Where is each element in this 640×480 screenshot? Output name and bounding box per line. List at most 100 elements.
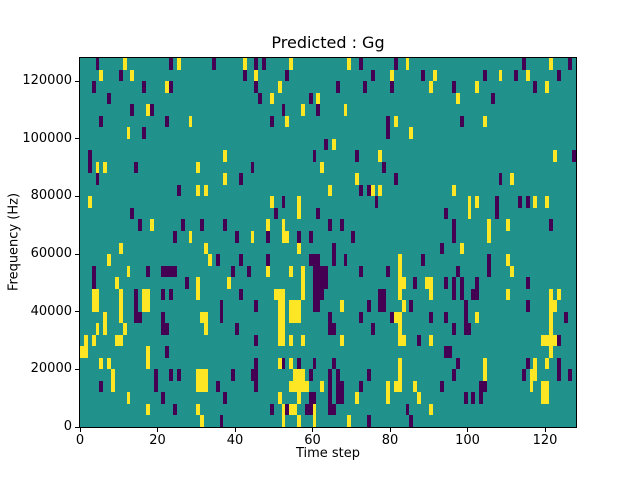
heatmap-cell <box>548 323 553 335</box>
heatmap-cell <box>452 219 456 231</box>
heatmap-cell <box>444 207 449 220</box>
heatmap-cell <box>444 346 449 358</box>
heatmap-cell <box>83 346 88 358</box>
heatmap-cell <box>529 369 534 381</box>
heatmap-cell <box>134 311 139 324</box>
heatmap-cell <box>541 392 545 404</box>
heatmap-cell <box>204 380 208 393</box>
heatmap-cell <box>335 369 340 381</box>
heatmap-cell <box>297 196 301 208</box>
heatmap-cell <box>308 403 313 416</box>
heatmap-cell <box>401 334 406 347</box>
heatmap-cell <box>91 334 96 347</box>
heatmap-cell <box>246 265 251 278</box>
heatmap-cell <box>556 369 561 381</box>
heatmap-cell <box>328 392 332 404</box>
heatmap-cell <box>545 334 549 347</box>
heatmap-cell <box>397 323 402 335</box>
y-tick-label: 60000 <box>30 246 72 262</box>
heatmap-cell <box>300 104 305 116</box>
heatmap-cell <box>397 369 402 381</box>
heatmap-cell <box>149 219 154 231</box>
heatmap-cell <box>548 346 553 358</box>
heatmap-cell <box>548 300 553 312</box>
heatmap-cell <box>277 392 282 404</box>
heatmap-cell <box>161 323 166 335</box>
heatmap-cell <box>312 150 317 162</box>
heatmap-cell <box>355 173 359 185</box>
heatmap-cell <box>118 69 123 82</box>
heatmap-cell <box>359 58 363 70</box>
heatmap-cell <box>521 369 526 381</box>
heatmap-cell <box>428 334 433 347</box>
heatmap-cell <box>510 173 514 185</box>
heatmap-cell <box>118 242 123 255</box>
heatmap-cell <box>475 196 480 208</box>
heatmap-cell <box>452 277 456 289</box>
heatmap-cell <box>525 196 530 208</box>
heatmap-cell <box>545 380 549 393</box>
heatmap-cell <box>142 81 146 93</box>
heatmap-cell <box>475 277 480 289</box>
heatmap-cell <box>196 380 201 393</box>
heatmap-cell <box>386 380 390 393</box>
heatmap-cell <box>281 415 286 427</box>
heatmap-cell <box>390 81 394 93</box>
y-tick-mark <box>75 80 79 82</box>
heatmap-cell <box>452 184 456 197</box>
heatmap-cell <box>324 277 328 289</box>
x-tick-label: 60 <box>304 433 321 448</box>
heatmap-cell <box>386 265 390 278</box>
heatmap-cell <box>250 369 255 381</box>
heatmap-cell <box>289 357 294 370</box>
heatmap-cell <box>320 277 325 289</box>
heatmap-cell <box>235 323 239 335</box>
heatmap-cell <box>269 403 274 416</box>
heatmap-cell <box>475 311 480 324</box>
heatmap-cell <box>475 81 480 93</box>
heatmap-cell <box>95 300 100 312</box>
heatmap-cell <box>254 300 259 312</box>
heatmap-cell <box>304 380 309 393</box>
heatmap-cell <box>138 219 142 231</box>
heatmap-cell <box>300 265 305 278</box>
heatmap-cell <box>428 403 433 416</box>
heatmap-cell <box>316 300 321 312</box>
heatmap-cell <box>91 277 96 289</box>
heatmap-cell <box>556 334 561 347</box>
heatmap-cell <box>308 230 313 243</box>
heatmap-cell <box>397 254 402 266</box>
x-tick-label: 40 <box>226 433 244 448</box>
heatmap-cell <box>455 265 460 278</box>
heatmap-cell <box>343 104 348 116</box>
heatmap-cell <box>486 254 491 266</box>
heatmap-cell <box>118 311 123 324</box>
heatmap-cell <box>176 58 181 70</box>
heatmap-cell <box>262 58 266 70</box>
heatmap-cell <box>378 150 383 162</box>
heatmap-cell <box>91 81 96 93</box>
heatmap-cell <box>200 415 204 427</box>
heatmap-cell <box>320 380 325 393</box>
heatmap-cell <box>107 357 111 370</box>
heatmap-cell <box>204 311 208 324</box>
heatmap-cell <box>331 138 336 151</box>
heatmap-cell <box>525 69 530 82</box>
heatmap-cell <box>297 369 301 381</box>
heatmap-cell <box>308 92 313 105</box>
heatmap-cell <box>250 230 255 243</box>
heatmap-cell <box>289 58 294 70</box>
heatmap-cell <box>196 403 201 416</box>
heatmap-cell <box>533 369 538 381</box>
heatmap-cell <box>444 311 449 324</box>
heatmap-cell <box>134 161 139 174</box>
heatmap-cell <box>316 104 321 116</box>
heatmap-cell <box>83 334 88 347</box>
heatmap-cell <box>169 288 173 301</box>
y-tick-label: 100000 <box>22 130 72 146</box>
heatmap-cell <box>297 415 301 427</box>
heatmap-cell <box>188 115 193 128</box>
heatmap-cell <box>312 288 317 301</box>
heatmap-cell <box>506 254 511 266</box>
heatmap-cell <box>564 311 569 324</box>
